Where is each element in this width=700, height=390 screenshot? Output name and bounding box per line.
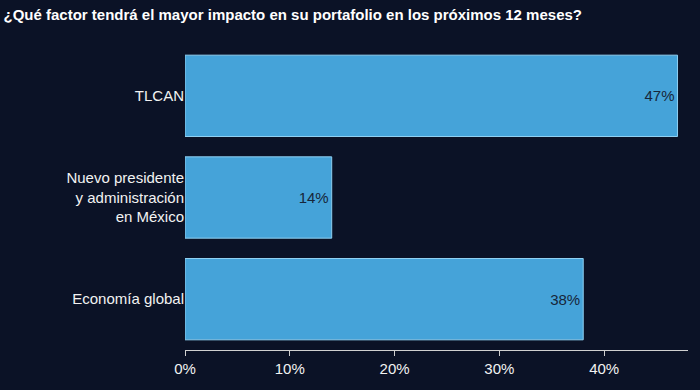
svg-text:14%: 14% — [299, 189, 329, 206]
svg-text:10%: 10% — [275, 360, 305, 377]
svg-text:Economía global: Economía global — [72, 290, 184, 307]
svg-text:¿Qué factor tendrá el mayor im: ¿Qué factor tendrá el mayor impacto en s… — [4, 6, 582, 23]
svg-text:0%: 0% — [174, 360, 196, 377]
svg-text:20%: 20% — [380, 360, 410, 377]
svg-text:Nuevo presidentey administraci: Nuevo presidentey administraciónen Méxic… — [66, 169, 184, 225]
svg-text:40%: 40% — [589, 360, 619, 377]
svg-text:30%: 30% — [484, 360, 514, 377]
svg-text:47%: 47% — [644, 87, 674, 104]
svg-text:TLCAN: TLCAN — [135, 87, 184, 104]
svg-text:38%: 38% — [550, 291, 580, 308]
